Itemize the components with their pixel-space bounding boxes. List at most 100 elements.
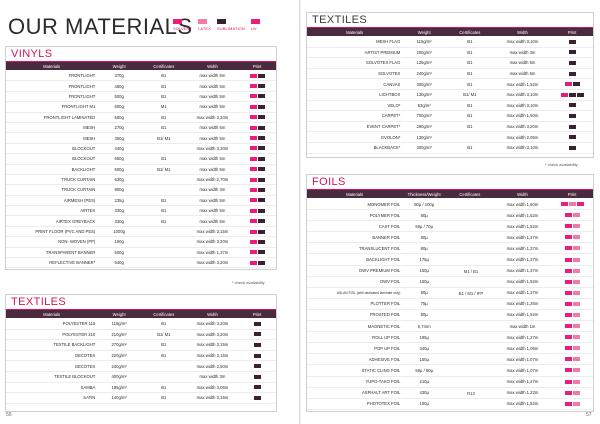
print-method-swatch (568, 113, 576, 118)
weight-cell: 140g/m² (111, 395, 127, 401)
material-cell: TEXTILE BACKLIGHT (53, 342, 96, 348)
weight-cell: 80µ / 100µ (414, 201, 435, 207)
weight-cell: 500g (114, 166, 124, 172)
width-cell: max width 5m (199, 73, 226, 79)
print-method-swatch (249, 239, 257, 244)
weight-cell: 80µ (420, 245, 428, 251)
weight-cell: 400g/m² (111, 374, 127, 380)
certificate-group-label: B1 / M1 / IFP (458, 290, 484, 296)
print-method-swatch (257, 177, 265, 182)
weight-cell: 330g (114, 208, 124, 214)
print-cell (551, 401, 593, 406)
width-cell: max width 5m (199, 156, 226, 162)
material-cell: AIRTEX GREYBACK (55, 218, 96, 224)
print-legend: SOLVENT LATEX SUBLIMATION UV (173, 19, 266, 31)
material-cell: SAMBA (80, 384, 96, 390)
width-cell: max width 1,06m (506, 345, 539, 351)
weight-cell: 240g/m² (416, 71, 432, 77)
certificate-cell: B1/ M1 (157, 331, 171, 337)
print-cell (551, 268, 593, 273)
print-method-swatch (253, 332, 261, 337)
table-row: BACKLIGHT FOIL 175µ max width 1,37m (307, 254, 593, 266)
print-method-swatch (572, 346, 580, 351)
weight-cell: 80µ (420, 312, 428, 318)
weight-cell: 200g/m² (416, 49, 432, 55)
certificate-cell: B1 (467, 71, 473, 77)
print-method-swatch (568, 92, 576, 97)
print-method-swatch (249, 94, 257, 99)
column-header: Certificates (459, 191, 481, 197)
width-cell: max width 3,10m (506, 39, 539, 45)
print-cell (238, 187, 276, 192)
table-row: PHOTOTEX FOIL 100µ max width 1,52m (307, 399, 593, 410)
width-cell: max width 5m (199, 197, 226, 203)
weight-cell: 240g/m² (111, 363, 127, 369)
width-cell: max width 3m (509, 49, 536, 55)
weight-cell: 330g (114, 218, 124, 224)
print-cell (238, 104, 276, 109)
print-method-swatch (249, 167, 257, 172)
print-method-swatch (257, 115, 265, 120)
table-row: ASLAN FOIL (with dedicated laminate only… (307, 288, 593, 299)
table-row: FRONTLIGHT 500g B1 max width 5m (6, 92, 276, 103)
print-method-swatch (564, 279, 572, 284)
width-cell: max width 2,50m (196, 363, 229, 369)
width-cell: max width 3,20m (196, 331, 229, 337)
width-cell: max width 1,37m (506, 290, 539, 296)
print-cell (551, 39, 593, 44)
print-method-swatch (249, 125, 257, 130)
table-row: BLOCKOUT 440g max width 3,20m (6, 144, 276, 155)
material-cell: FRONTLIGHT (68, 83, 96, 89)
print-cell (551, 124, 593, 129)
table-row: TEXTILE BLOCKOUT 400g/m² max width 3m (6, 372, 276, 383)
width-cell: max width 5m (199, 208, 226, 214)
table-row: POLYESTER 115 115g/m² B1 max width 3,20m (6, 319, 276, 330)
print-method-swatch (572, 279, 580, 284)
print-method-swatch (564, 324, 572, 329)
print-method-swatch (564, 368, 572, 373)
material-cell: ASPHALT ART FOIL (362, 390, 401, 396)
width-cell: max width 1,37m (506, 257, 539, 263)
table-row: EVENT CARPET* 290g/m² B1 max width 3,20m (307, 122, 593, 133)
print-method-swatch (253, 321, 261, 326)
print-cell (551, 368, 593, 373)
certificate-cell: B1 (161, 156, 167, 162)
print-method-swatch (564, 235, 572, 240)
width-cell: max width 1,37m (506, 245, 539, 251)
print-cell (551, 346, 593, 351)
print-method-swatch (249, 250, 257, 255)
certificate-cell: B1 (161, 114, 167, 120)
print-method-swatch (564, 379, 572, 384)
vinyls-footnote: * check availability (232, 280, 265, 285)
legend-item: SUBLIMATION (216, 19, 245, 31)
table-row: POLYESTER 210 210g/m² B1/ M1 max width 3,20… (6, 330, 276, 341)
material-cell: BANNER FOIL (372, 234, 401, 240)
certificate-cell: B1/ M1 (157, 166, 171, 172)
weight-cell: 150µ (419, 268, 429, 274)
width-cell: max width 3,20m (506, 124, 539, 130)
foils-panel: FOILS Materials Thickness/Weight Certifica… (306, 174, 594, 412)
material-cell: NON- WOVEN (PP) (58, 239, 96, 245)
weight-cell: 500g (114, 93, 124, 99)
column-header: Certificates (459, 29, 481, 35)
column-header: Materials (43, 311, 61, 317)
material-cell: PLOTTER FOIL (370, 301, 401, 307)
column-header: Materials (346, 29, 364, 35)
table-row: TRUCK CURTAIN 630g max width 2,70m (6, 175, 276, 186)
print-cell (551, 135, 593, 140)
print-method-swatch (249, 198, 257, 203)
weight-cell: 210µ (419, 379, 429, 385)
textiles-right-header-row: Materials Weight Certificates Width Print (307, 28, 593, 36)
certificate-group-label: R13 (467, 390, 475, 396)
material-cell: BACKLIGHT (71, 166, 96, 172)
weight-cell: 210g/m² (111, 331, 127, 337)
print-cell (238, 84, 276, 89)
material-cell: MESH (83, 135, 96, 141)
print-cell (551, 324, 593, 329)
print-cell (238, 364, 276, 369)
print-method-swatch (249, 229, 257, 234)
certificate-cell: B1 (161, 93, 167, 99)
table-row: SOLVOTEX FLAG 125g/m² B1 max width 5m (307, 58, 593, 69)
column-header: Width (517, 29, 528, 35)
print-method-swatch (572, 301, 580, 306)
